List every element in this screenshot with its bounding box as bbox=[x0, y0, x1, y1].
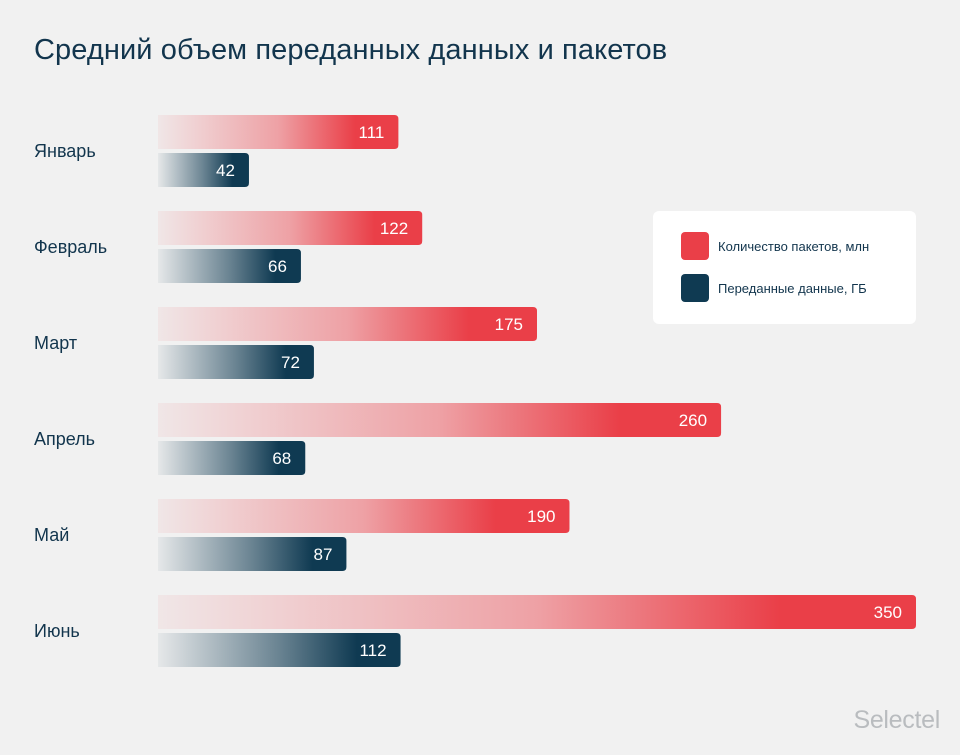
data-label: 112 bbox=[359, 641, 386, 660]
bar-packets bbox=[158, 403, 722, 437]
data-label: 190 bbox=[527, 507, 555, 526]
data-label: 350 bbox=[874, 603, 902, 622]
bar-data bbox=[158, 633, 401, 667]
legend-swatch-data bbox=[681, 274, 709, 302]
data-label: 66 bbox=[268, 257, 287, 276]
category-label: Январь bbox=[34, 141, 96, 161]
data-label: 111 bbox=[359, 123, 385, 142]
data-label: 68 bbox=[272, 449, 291, 468]
brand-logo: Selectel bbox=[853, 706, 940, 734]
legend-label-packets: Количество пакетов, млн bbox=[718, 238, 870, 254]
bar-data bbox=[158, 153, 249, 187]
legend-label-data: Переданные данные, ГБ bbox=[718, 280, 867, 296]
data-label: 42 bbox=[216, 161, 235, 180]
bar-packets bbox=[158, 115, 399, 149]
chart-title: Средний объем переданных данных и пакето… bbox=[34, 34, 668, 66]
legend-item-data: Переданные данные, ГБ bbox=[681, 274, 867, 302]
category-label: Февраль bbox=[34, 237, 107, 257]
legend-swatch-packets bbox=[681, 232, 709, 260]
category-label: Март bbox=[34, 333, 77, 353]
bar-packets bbox=[158, 307, 537, 341]
category-label: Июнь bbox=[34, 621, 80, 641]
legend: Количество пакетов, млн Переданные данны… bbox=[653, 211, 916, 324]
data-label: 72 bbox=[281, 353, 300, 372]
legend-item-packets: Количество пакетов, млн bbox=[681, 232, 869, 260]
bar-data bbox=[158, 249, 301, 283]
bar-packets bbox=[158, 211, 423, 245]
data-label: 122 bbox=[380, 219, 408, 238]
bar-packets bbox=[158, 499, 570, 533]
bar-packets bbox=[158, 595, 916, 629]
bar-data bbox=[158, 345, 314, 379]
category-label: Май bbox=[34, 525, 69, 545]
data-label: 175 bbox=[495, 315, 523, 334]
category-label: Апрель bbox=[34, 429, 95, 449]
data-label: 260 bbox=[679, 411, 707, 430]
bar-data bbox=[158, 441, 306, 475]
bar-data bbox=[158, 537, 347, 571]
data-label: 87 bbox=[313, 545, 332, 564]
